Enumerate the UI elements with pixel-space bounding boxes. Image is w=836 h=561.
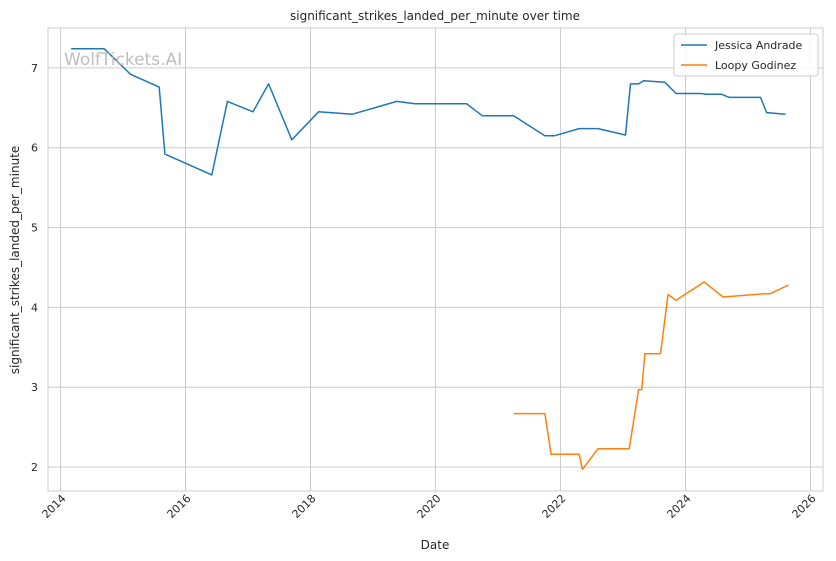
y-axis-ticks: 2 3 4 5 6 7 bbox=[31, 62, 38, 474]
series-line-jessica-andrade bbox=[71, 48, 786, 176]
y-tick-label: 4 bbox=[31, 301, 38, 314]
chart-title: significant_strikes_landed_per_minute ov… bbox=[290, 9, 580, 23]
y-tick-label: 2 bbox=[31, 461, 38, 474]
legend: Jessica Andrade Loopy Godinez bbox=[673, 33, 819, 77]
legend-label-jessica-andrade: Jessica Andrade bbox=[714, 39, 803, 52]
legend-label-loopy-godinez: Loopy Godinez bbox=[715, 59, 796, 72]
y-tick-label: 7 bbox=[31, 62, 38, 75]
data-lines bbox=[71, 48, 789, 471]
legend-box bbox=[673, 33, 819, 77]
watermark: WolfTickets.AI bbox=[64, 50, 182, 70]
x-axis-label: Date bbox=[421, 538, 450, 552]
y-tick-label: 3 bbox=[31, 381, 38, 394]
y-tick-label: 6 bbox=[31, 142, 38, 155]
y-tick-label: 5 bbox=[31, 222, 38, 235]
y-axis-label: significant_strikes_landed_per_minute bbox=[8, 146, 22, 375]
series-line-loopy-godinez bbox=[513, 281, 789, 471]
